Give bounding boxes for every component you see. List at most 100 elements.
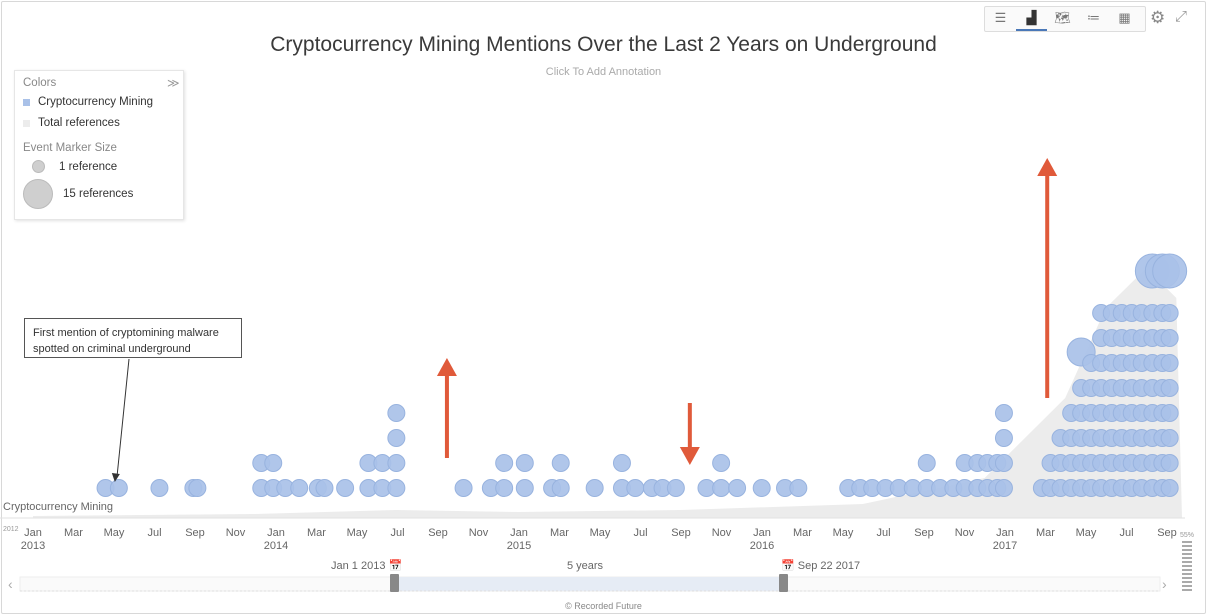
x-tick-label: Jan (996, 527, 1014, 539)
expand-icon[interactable]: ⤢ (1175, 8, 1188, 25)
legend-marker-header: Event Marker Size (23, 142, 117, 154)
x-tick-label: Mar (64, 527, 83, 539)
x-tick-label: Jan (24, 527, 42, 539)
event-marker (1160, 479, 1179, 497)
x-tick-label: Nov (469, 527, 489, 539)
range-end-text: Sep 22 2017 (797, 560, 861, 572)
event-marker (994, 429, 1013, 447)
event-marker (712, 454, 731, 472)
add-annotation-link[interactable]: Click To Add Annotation (545, 66, 662, 78)
calendar-icon: 📅 (781, 560, 795, 572)
x-tick-label: Jul (1119, 527, 1133, 539)
event-marker (454, 479, 473, 497)
x-tick-year: 2013 (21, 540, 45, 552)
event-marker (515, 479, 534, 497)
annotation-box[interactable]: First mention of cryptomining malware sp… (24, 318, 242, 358)
x-tick-label: Sep (671, 527, 691, 539)
event-marker (1160, 379, 1179, 397)
event-marker (789, 479, 808, 497)
event-marker (109, 479, 128, 497)
navigator-selection (395, 577, 784, 591)
series-row-label: Cryptocurrency Mining (3, 501, 114, 513)
legend-label: Total references (38, 117, 120, 129)
grid-view-icon[interactable]: ▦ (1118, 10, 1131, 25)
legend-marker-large: 15 references (23, 179, 133, 209)
x-tick-label: May (1076, 527, 1097, 539)
marker-swatch (32, 160, 45, 173)
event-marker (917, 454, 936, 472)
x-tick-label: Sep (914, 527, 934, 539)
x-axis-start-year: 2012 (3, 526, 19, 533)
trend-arrow-up (1037, 158, 1058, 398)
x-tick-label: Mar (307, 527, 326, 539)
x-tick-label: Jul (876, 527, 890, 539)
legend-panel: Colors ≫ Cryptocurrency Mining Total ref… (14, 70, 184, 220)
event-marker (585, 479, 604, 497)
event-marker (387, 454, 406, 472)
legend-label: 15 references (63, 188, 134, 200)
legend-item-total[interactable]: Total references (23, 117, 120, 129)
legend-label: 1 reference (59, 160, 118, 173)
range-start-handle[interactable] (390, 574, 399, 592)
zoom-slider[interactable] (1182, 541, 1192, 593)
event-marker (495, 479, 514, 497)
legend-marker-small: 1 reference (32, 160, 117, 173)
range-end-date[interactable]: 📅 Sep 22 2017 (781, 559, 860, 572)
x-tick-label: Jan (510, 527, 528, 539)
event-marker (1160, 304, 1179, 322)
event-marker (666, 479, 685, 497)
calendar-icon: 📅 (388, 560, 403, 572)
timeline-chart-icon[interactable]: ▟ (1016, 7, 1047, 31)
range-end-handle[interactable] (779, 574, 788, 592)
x-tick-year: 2014 (264, 540, 288, 552)
event-marker (336, 479, 355, 497)
list-view-icon[interactable]: ☰ (994, 10, 1007, 25)
settings-icon[interactable]: ⚙ (1150, 8, 1166, 27)
x-tick-label: Mar (793, 527, 812, 539)
event-marker (387, 479, 406, 497)
legend-item-crypto[interactable]: Cryptocurrency Mining (23, 96, 153, 108)
event-marker (612, 454, 631, 472)
event-marker (626, 479, 645, 497)
bullet-list-icon[interactable]: ≔ (1087, 10, 1100, 25)
scroll-left-arrow[interactable]: ‹ (8, 576, 13, 592)
event-marker (150, 479, 169, 497)
x-tick-label: Nov (955, 527, 975, 539)
x-tick-label: May (833, 527, 854, 539)
x-tick-label: Mar (550, 527, 569, 539)
legend-collapse-icon[interactable]: ≫ (167, 76, 180, 90)
event-marker (728, 479, 747, 497)
event-marker (315, 479, 334, 497)
x-tick-label: Sep (185, 527, 205, 539)
range-start-text: Jan 1 2013 (331, 560, 386, 572)
event-marker (188, 479, 207, 497)
map-view-icon[interactable]: 🗺 (1054, 10, 1071, 25)
legend-swatch (23, 98, 30, 106)
x-tick-year: 2015 (507, 540, 531, 552)
event-marker (1160, 429, 1179, 447)
x-tick-label: Mar (1036, 527, 1055, 539)
x-tick-label: Sep (1157, 527, 1177, 539)
x-tick-label: May (590, 527, 611, 539)
zoom-level: 55% (1180, 532, 1195, 539)
event-marker (994, 404, 1013, 422)
event-marker (495, 454, 514, 472)
legend-label: Cryptocurrency Mining (38, 96, 154, 108)
range-start-date[interactable]: Jan 1 2013 📅 (331, 559, 402, 572)
event-marker (551, 479, 570, 497)
credit-text: © Recorded Future (565, 601, 642, 611)
event-marker (1152, 253, 1188, 289)
marker-swatch (23, 179, 53, 209)
event-marker (712, 479, 731, 497)
legend-swatch (23, 119, 30, 127)
scroll-right-arrow[interactable]: › (1162, 576, 1167, 592)
x-tick-label: Nov (712, 527, 732, 539)
x-tick-label: Jan (753, 527, 771, 539)
event-marker (1160, 454, 1179, 472)
event-marker (1160, 404, 1179, 422)
x-tick-label: May (347, 527, 368, 539)
total-references-area (33, 268, 1182, 518)
event-marker (1160, 354, 1179, 372)
annotation-pointer (116, 358, 130, 479)
